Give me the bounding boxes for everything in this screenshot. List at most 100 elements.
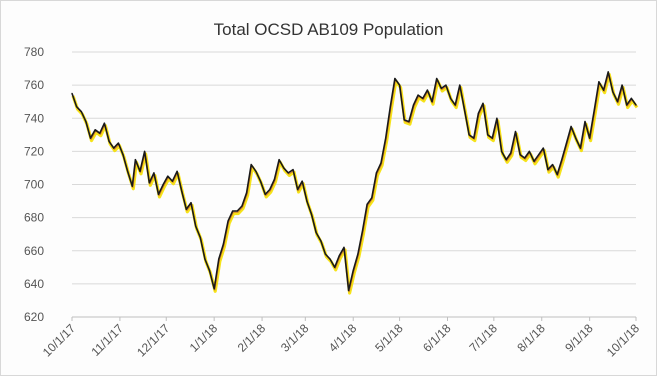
data-point [190,202,192,204]
data-point [71,92,73,94]
data-point [127,170,129,172]
data-point [99,132,101,134]
data-point [162,183,164,186]
data-point [454,104,456,106]
data-point [153,172,155,174]
data-point [176,170,178,172]
data-point [273,178,275,181]
data-point [630,97,633,99]
data-point [195,225,197,227]
data-point [366,203,368,205]
data-point [310,213,313,215]
data-point [148,182,150,184]
data-point [389,106,391,108]
data-point [603,89,605,91]
data-point [259,180,262,182]
data-point [94,129,96,131]
data-point [297,188,299,191]
data-point [607,71,609,73]
data-point [375,172,377,174]
y-tick-label: 780 [24,45,44,59]
data-point [436,77,438,80]
data-point [431,101,433,103]
data-point [524,157,526,159]
y-tick-label: 720 [24,144,44,158]
data-point [612,91,614,93]
data-point [241,205,243,207]
data-point [218,258,220,260]
data-point [505,159,507,161]
data-point [621,84,623,86]
x-tick-label: 4/1/18 [326,321,360,355]
data-point [570,125,572,128]
data-point [477,112,479,114]
data-point [348,289,350,292]
data-point [103,122,105,124]
data-point [361,230,364,232]
data-point [579,147,582,149]
data-point [463,109,466,111]
data-point [422,97,424,99]
data-point [528,150,531,152]
data-point [343,246,345,248]
x-tick-label: 12/1/17 [134,321,172,359]
x-tick-label: 1/1/18 [187,321,221,355]
data-point [213,288,215,290]
data-point [117,142,119,144]
data-point [584,121,586,123]
data-point [76,106,78,108]
data-point [491,137,493,139]
x-tick-label: 7/1/18 [466,321,500,355]
data-point [250,164,252,166]
data-point [556,174,558,176]
data-point [171,180,173,182]
data-point [473,137,475,139]
data-point [236,210,238,212]
data-point [338,255,340,257]
y-tick-label: 700 [24,178,44,192]
data-point [501,150,503,152]
data-point [561,159,563,161]
data-point [108,140,110,142]
x-tick-label: 9/1/18 [562,321,596,355]
data-point [533,160,535,162]
data-point [306,200,308,202]
data-point [227,220,229,222]
x-axis: 10/1/17 11/1/17 12/1/17 1/1/18 2/1/18 3/1/18 4… [40,316,642,359]
data-point [468,134,470,136]
x-tick-label: 5/1/18 [372,321,406,355]
data-point [320,240,322,242]
data-point [199,236,201,239]
data-point [459,84,461,86]
x-tick-label: 10/1/17 [40,321,78,359]
data-point [139,170,141,172]
data-point [440,87,442,89]
x-tick-label: 11/1/17 [88,321,126,359]
data-point [246,192,248,194]
data-point [450,97,452,99]
data-point [80,111,82,113]
data-point [157,193,160,195]
data-point [278,159,280,161]
y-tick-label: 760 [24,78,44,92]
data-point [417,94,419,96]
data-point [204,258,206,260]
data-point [283,167,285,169]
data-point [208,270,211,272]
y-tick-label: 620 [24,310,44,324]
data-point [412,104,415,106]
data-point [85,121,87,123]
y-tick-label: 740 [24,111,44,125]
data-point [482,102,484,104]
data-point [371,197,373,199]
data-point [301,180,303,182]
data-point [113,147,115,149]
data-point [315,231,317,234]
data-point [542,147,544,149]
data-point [496,117,498,119]
x-tick-label: 8/1/18 [514,321,548,355]
data-point [131,185,133,187]
data-point [635,104,637,106]
x-tick-label: 2/1/18 [235,321,269,355]
